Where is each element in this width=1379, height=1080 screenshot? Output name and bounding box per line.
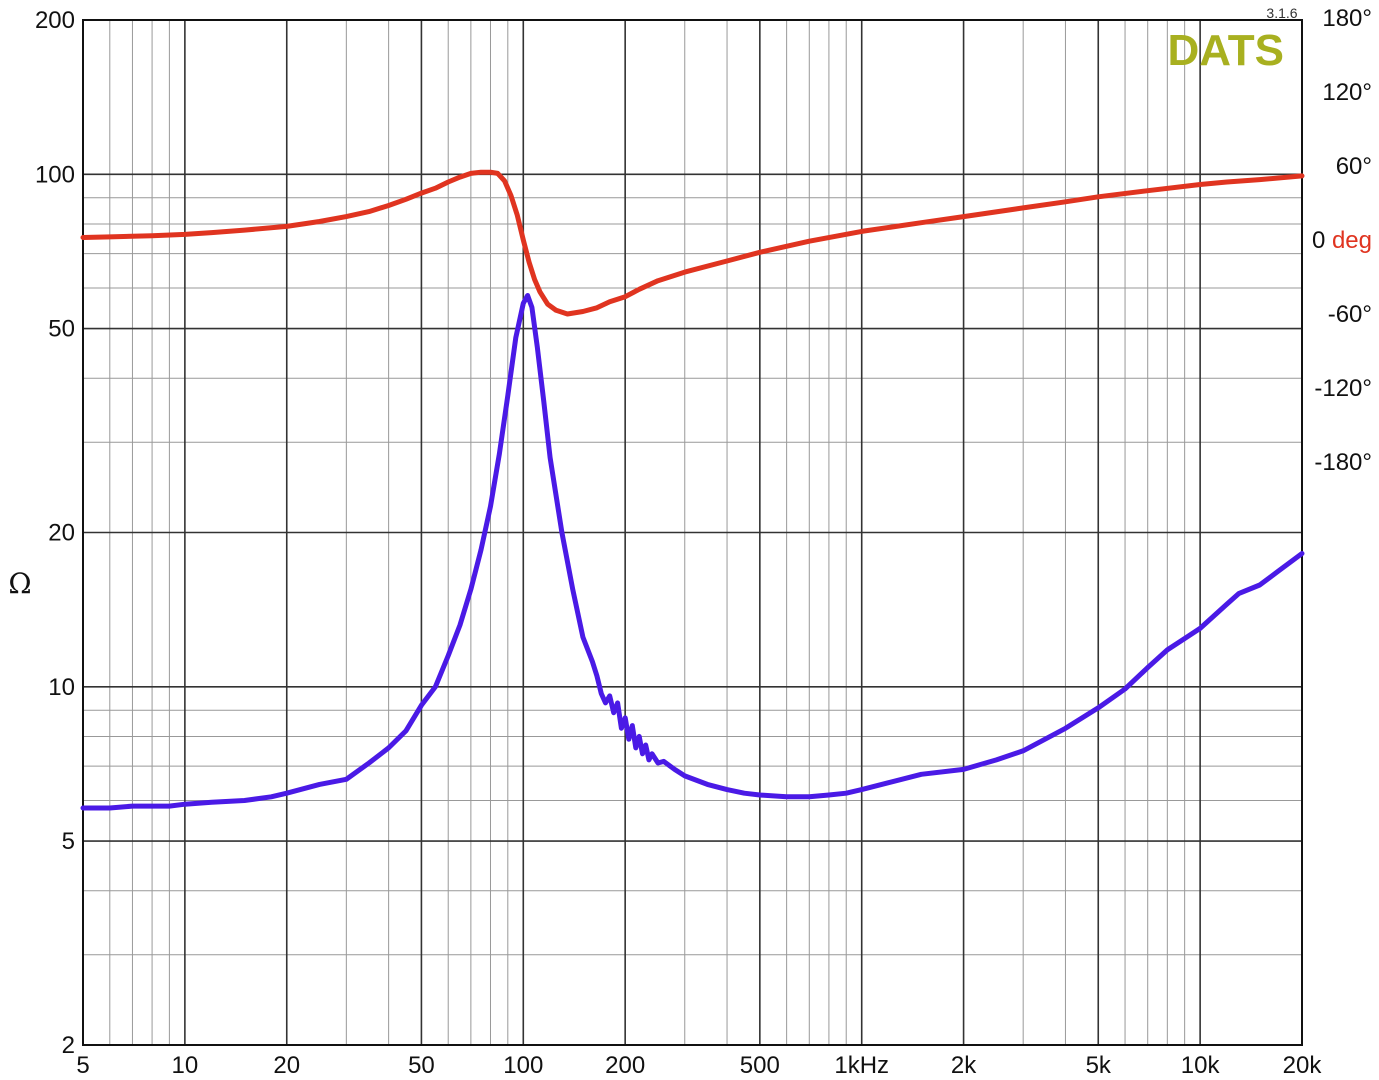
y2-tick-label: 120° [1322,79,1372,106]
x-tick-label: 500 [740,1052,780,1079]
x-tick-label: 20k [1283,1052,1323,1079]
y2-tick-label: -180° [1314,449,1372,476]
x-tick-label: 2k [951,1052,977,1079]
x-tick-label: 5k [1086,1052,1112,1079]
y-axis-label: Ω [8,567,31,600]
x-tick-label: 10 [172,1052,199,1079]
dats-logo: DATS [1167,26,1284,75]
x-tick-label: 5 [76,1052,89,1079]
y-tick-label: 100 [35,161,75,188]
y-tick-label: 10 [48,674,75,701]
x-tick-label: 20 [273,1052,300,1079]
y2-tick-label: -60° [1328,301,1372,328]
y2-tick-labels: 180° 120° 60° 0 deg -60° -120° -180° [1312,5,1372,476]
plot-frame [82,19,1303,1046]
x-tick-label: 200 [605,1052,645,1079]
series-layer [80,169,1305,811]
x-tick-label: 50 [408,1052,435,1079]
y-tick-label: 200 [35,7,75,34]
x-tick-label: 10k [1181,1052,1221,1079]
x-tick-label: 100 [503,1052,543,1079]
y-tick-labels: 200 100 50 20 10 5 2 [35,7,75,1059]
version-label: 3.1.6 [1266,5,1297,21]
y2-tick-label: 60° [1336,153,1372,180]
y2-tick-label: 0 deg [1312,227,1372,254]
x-tick-label: 1kHz [834,1052,889,1079]
y-tick-label: 50 [48,316,75,343]
y2-tick-label: 180° [1322,5,1372,32]
y2-tick-label: -120° [1314,375,1372,402]
y-tick-label: 5 [62,828,75,855]
impedance-curve [80,293,1305,811]
x-tick-labels: 5 10 20 50 100 200 500 1kHz 2k 5k 10k 20k [76,1052,1322,1079]
y-tick-label: 2 [62,1032,75,1059]
major-gridlines [83,20,1302,1045]
y-tick-label: 20 [48,520,75,547]
phase-curve [80,169,1305,317]
